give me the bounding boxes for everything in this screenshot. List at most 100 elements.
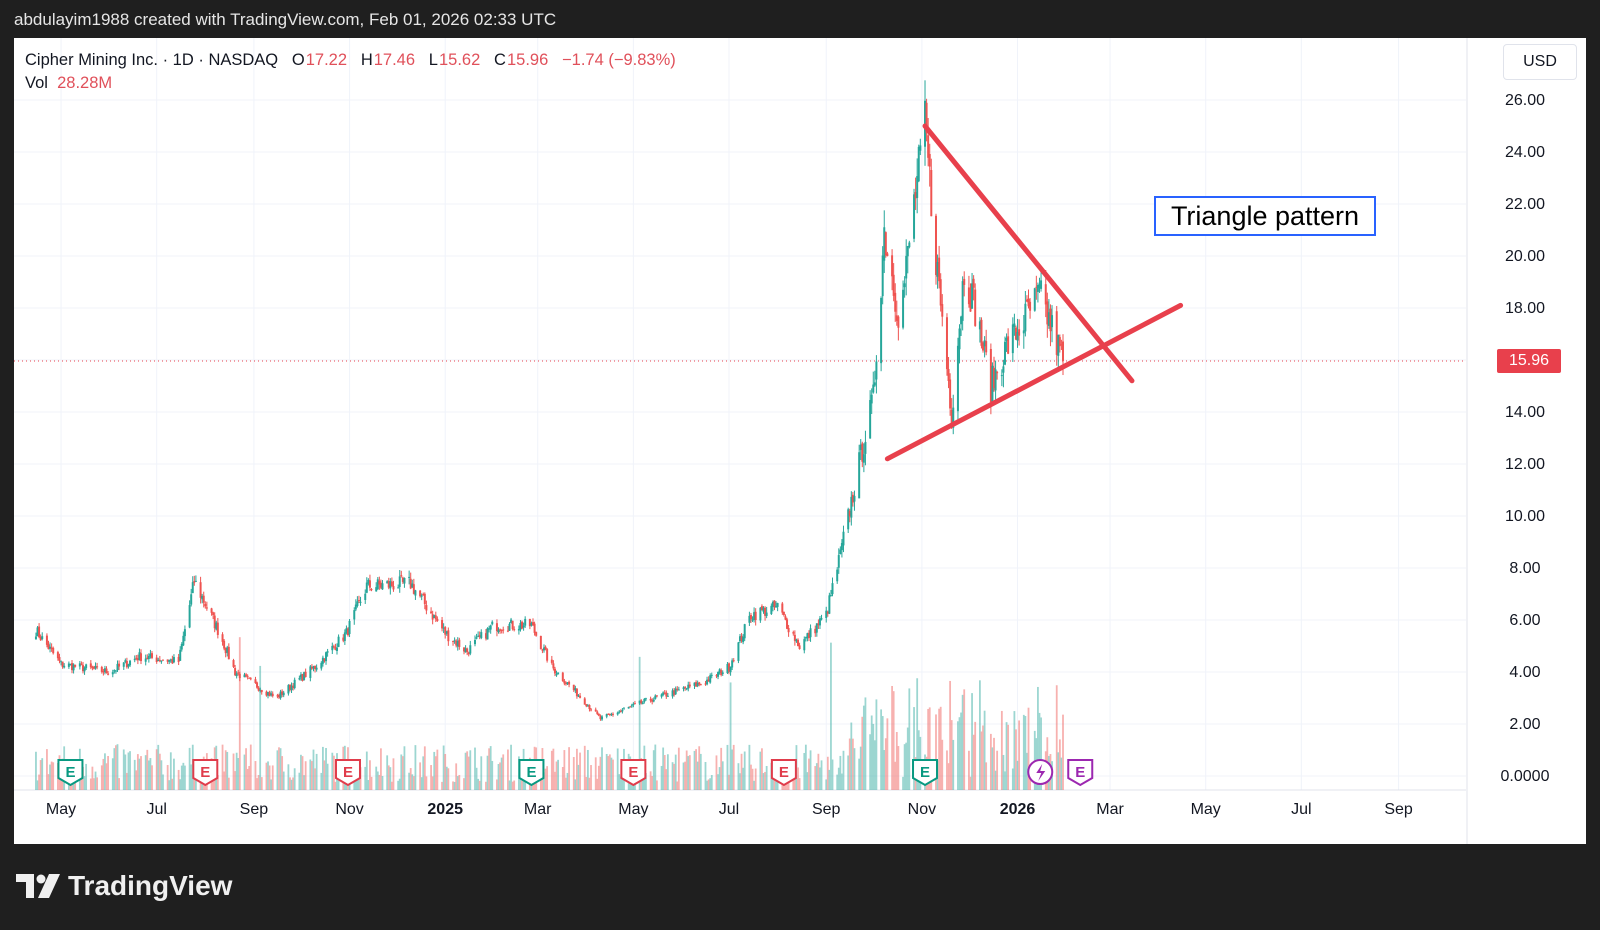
volume-bar (249, 744, 252, 790)
candle-body (85, 664, 88, 669)
candle-body (397, 587, 400, 589)
candle-body (94, 666, 97, 669)
volume-bar (873, 740, 876, 790)
volume-bar (750, 764, 752, 790)
candle-body (952, 407, 955, 428)
volume-bar (35, 751, 37, 790)
candle-body (969, 300, 972, 312)
candle-body (150, 653, 153, 658)
volume-bar (234, 771, 236, 790)
earnings-marker-icon[interactable]: E (192, 759, 219, 787)
candle-body (831, 583, 834, 595)
volume-bar (969, 776, 972, 790)
price-tick-label: 26.00 (1505, 92, 1545, 109)
volume-bar (577, 764, 580, 790)
candle-body (1058, 337, 1061, 347)
volume-bar (100, 765, 103, 790)
volume-bar (905, 742, 908, 790)
earnings-marker-icon[interactable]: E (620, 759, 647, 787)
volume-bar (124, 754, 127, 790)
candle-body (930, 170, 933, 217)
candle-body (1062, 341, 1065, 362)
volume-bar (864, 697, 867, 790)
volume-bar (268, 765, 271, 790)
candle-body (378, 580, 381, 585)
candle-body (836, 569, 839, 582)
volume-bar (400, 754, 403, 790)
volume-bar (408, 772, 411, 790)
interval-label[interactable]: 1D (172, 51, 194, 69)
volume-bar (776, 776, 779, 790)
candle-body (862, 454, 865, 463)
price-tick-label: 24.00 (1505, 144, 1545, 161)
candle-body (751, 619, 754, 621)
candle-body (497, 629, 500, 633)
volume-bar (380, 748, 382, 790)
price-chart[interactable]: 26.0024.0022.0020.0018.0016.0014.0012.00… (14, 38, 1586, 844)
volume-bar (568, 747, 570, 790)
volume-bar (94, 771, 97, 790)
chart-panel[interactable]: 26.0024.0022.0020.0018.0016.0014.0012.00… (14, 38, 1586, 844)
volume-bar (401, 756, 404, 790)
earnings-marker-icon[interactable]: E (518, 759, 545, 787)
lightning-bolt (1036, 764, 1046, 781)
volume-bar (886, 718, 889, 790)
candle-body (342, 637, 345, 641)
candle-body (348, 620, 351, 634)
earnings-marker-icon[interactable]: E (770, 759, 797, 787)
volume-bar (184, 765, 186, 790)
candle-body (367, 580, 370, 584)
triangle-pattern-annotation[interactable]: Triangle pattern (1154, 196, 1376, 236)
volume-bar (554, 771, 556, 790)
candle-body (191, 582, 194, 594)
volume-bar (199, 780, 202, 790)
candle-body (706, 679, 709, 685)
candle-body (392, 586, 395, 590)
volume-bar (815, 763, 818, 790)
volume-bar (688, 755, 691, 790)
volume-bar (652, 750, 655, 790)
time-tick-label: May (618, 801, 648, 818)
volume-bar (546, 766, 549, 790)
volume-bar (913, 707, 915, 790)
volume-bar (162, 774, 164, 790)
candle-body (254, 679, 257, 684)
volume-bar (223, 771, 226, 790)
volume-bar (676, 781, 679, 790)
candle-body (621, 709, 624, 712)
volume-bar (403, 746, 406, 790)
volume-bar (491, 760, 494, 790)
candle-body (696, 682, 699, 687)
candle-body (676, 688, 679, 690)
volume-bar (485, 781, 487, 790)
candle-body (807, 632, 810, 639)
volume-bar (248, 765, 251, 790)
earnings-marker-icon[interactable]: E (912, 759, 939, 787)
candle-body (884, 232, 887, 256)
earnings-marker-icon[interactable]: E (57, 759, 84, 787)
candle-body (50, 647, 53, 649)
volume-bar (113, 748, 116, 790)
candle-body (467, 652, 470, 655)
candle-body (806, 633, 809, 639)
volume-bar (798, 778, 801, 790)
low-label: L (428, 51, 438, 69)
volume-bar (293, 768, 296, 790)
volume-bar (1027, 707, 1030, 790)
tradingview-logo[interactable]: TradingView (16, 870, 232, 902)
trendline-lower (884, 302, 1184, 462)
candle-body (685, 688, 688, 690)
candle-body (742, 636, 745, 643)
earnings-marker-icon[interactable]: E (1067, 759, 1094, 787)
earnings-letter: E (1075, 764, 1085, 781)
volume-bar (337, 780, 340, 790)
candle-body (499, 629, 502, 631)
earnings-marker-icon[interactable]: E (334, 759, 361, 787)
candle-body (309, 666, 312, 678)
candle-body (895, 315, 898, 321)
candle-body (49, 646, 52, 649)
currency-button[interactable]: USD (1503, 44, 1577, 80)
candle-body (160, 660, 163, 662)
symbol-name[interactable]: Cipher Mining Inc. (25, 51, 158, 69)
volume-bar (298, 772, 301, 790)
